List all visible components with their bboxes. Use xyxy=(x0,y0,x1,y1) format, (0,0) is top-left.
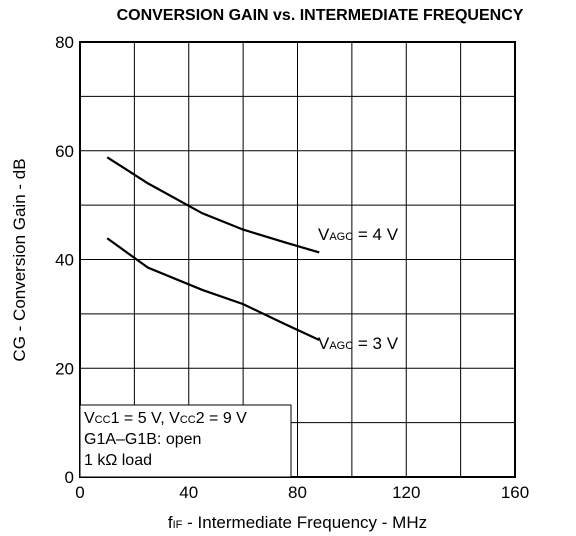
y-tick-label: 20 xyxy=(55,359,74,378)
text-part: AGC xyxy=(329,231,353,243)
text-part: G1A–G1B: open xyxy=(84,431,201,448)
y-tick-label: 80 xyxy=(55,33,74,52)
note-line: 1 kΩ load xyxy=(84,452,152,469)
x-tick-label: 40 xyxy=(179,483,198,502)
x-axis-label: fIF - Intermediate Frequency - MHz xyxy=(168,513,427,532)
text-part: CC xyxy=(180,414,196,426)
text-part: IF xyxy=(173,519,183,531)
text-part: 1 = 5 V, V xyxy=(111,410,181,427)
text-part: V xyxy=(318,225,330,244)
x-tick-label: 120 xyxy=(392,483,420,502)
text-part: f xyxy=(168,513,173,532)
y-tick-label: 60 xyxy=(55,142,74,161)
plot-frame xyxy=(79,41,516,478)
y-tick-label: 0 xyxy=(65,468,74,487)
x-tick-label: 160 xyxy=(501,483,529,502)
text-part: CC xyxy=(95,414,111,426)
text-part: AGC xyxy=(329,340,353,352)
x-tick-label: 0 xyxy=(75,483,84,502)
chart-title: CONVERSION GAIN vs. INTERMEDIATE FREQUEN… xyxy=(117,7,524,24)
note-line: G1A–G1B: open xyxy=(84,431,201,448)
text-part: V xyxy=(84,410,95,427)
series-label: VAGC = 3 V xyxy=(318,334,399,353)
note-line: VCC1 = 5 V, VCC2 = 9 V xyxy=(84,410,247,427)
text-part: = 3 V xyxy=(353,334,399,353)
text-part: - Intermediate Frequency - MHz xyxy=(182,513,427,532)
x-tick-label: 80 xyxy=(288,483,307,502)
text-part: V xyxy=(318,334,330,353)
y-axis-label: CG - Conversion Gain - dB xyxy=(10,158,29,361)
text-part: = 4 V xyxy=(353,225,399,244)
text-part: 2 = 9 V xyxy=(196,410,247,427)
note-box xyxy=(79,404,292,478)
y-tick-label: 40 xyxy=(55,251,74,270)
line-series xyxy=(106,237,320,341)
line-series xyxy=(106,156,320,254)
text-part: 1 kΩ load xyxy=(84,452,152,469)
series-label: VAGC = 4 V xyxy=(318,225,399,244)
